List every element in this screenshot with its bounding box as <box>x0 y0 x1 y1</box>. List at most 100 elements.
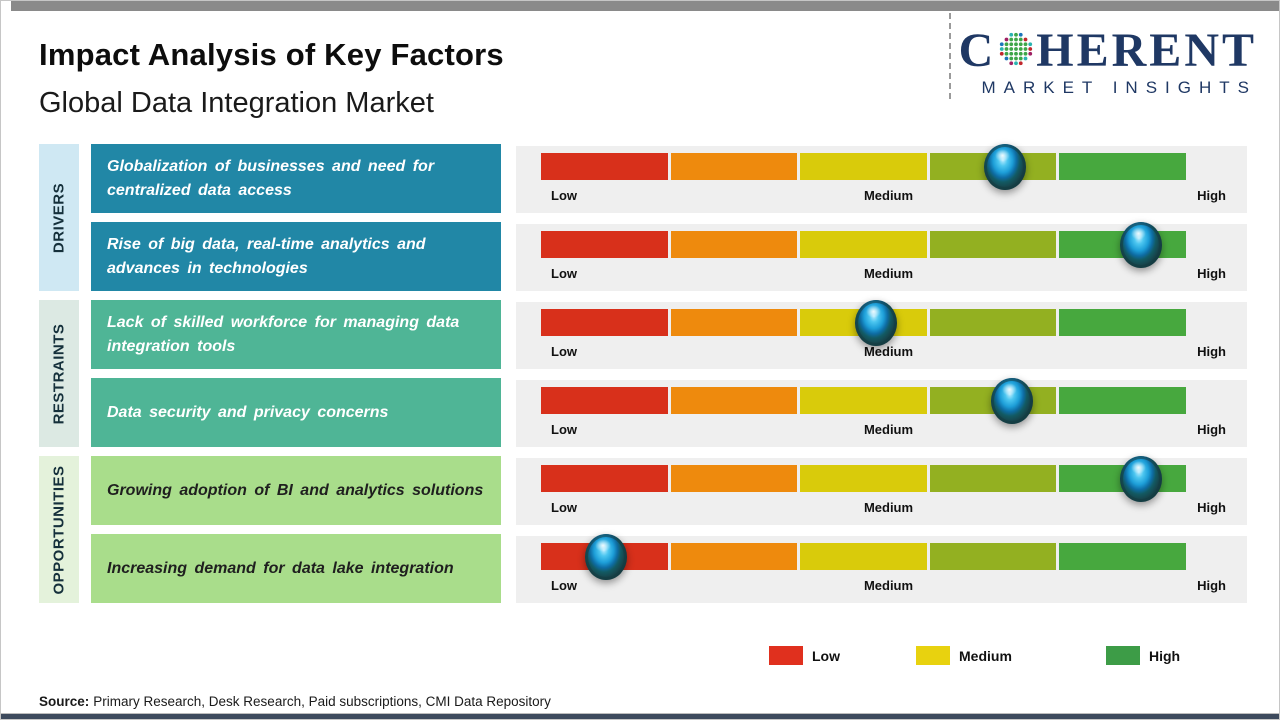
bar-segment-mid-high <box>929 231 1057 258</box>
logo-tagline: MARKET INSIGHTS <box>981 78 1257 97</box>
impact-marker-orb <box>584 533 627 580</box>
impact-bar <box>541 455 1186 502</box>
factor-row: Growing adoption of BI and analytics sol… <box>1 455 1279 525</box>
scale-labels: Low Medium High <box>551 344 1226 362</box>
section-tab-restraints: RESTRAINTS <box>39 300 79 447</box>
source-line: Source: Primary Research, Desk Research, … <box>39 694 551 709</box>
scale-labels: Low Medium High <box>551 578 1226 596</box>
bottom-accent-bar <box>1 713 1279 719</box>
legend-swatch-medium <box>916 646 950 665</box>
impact-scale: Low Medium High <box>516 299 1247 369</box>
scale-label-low: Low <box>551 266 577 281</box>
scale-label-high: High <box>1197 422 1226 437</box>
legend-swatch-high <box>1106 646 1140 665</box>
scale-label-low: Low <box>551 500 577 515</box>
factor-card: Data security and privacy concerns <box>91 378 501 447</box>
legend-swatch-low <box>769 646 803 665</box>
logo-wordmark: HERENT <box>1036 24 1257 77</box>
scale-label-medium: Medium <box>863 422 914 437</box>
factor-row: Lack of skilled workforce for managing d… <box>1 299 1279 369</box>
source-label: Source: <box>39 694 90 709</box>
bar-segment-mid-high <box>929 465 1057 492</box>
factor-row: Data security and privacy concerns Low M… <box>1 377 1279 447</box>
impact-bar <box>541 377 1186 424</box>
bar-segment-high <box>1059 387 1186 414</box>
bar-segment-high <box>1059 309 1186 336</box>
impact-scale: Low Medium High <box>516 455 1247 525</box>
bar-segment-low-mid <box>670 309 798 336</box>
scale-label-medium: Medium <box>863 344 914 359</box>
legend-item-low: Low <box>769 646 840 665</box>
logo-divider-dashed <box>949 13 951 99</box>
scale-labels: Low Medium High <box>551 188 1226 206</box>
factor-text: Globalization of businesses and need for… <box>107 157 435 199</box>
impact-marker-orb <box>1119 221 1162 268</box>
impact-bar <box>541 143 1186 190</box>
factor-row: Rise of big data, real-time analytics an… <box>1 221 1279 291</box>
scale-label-medium: Medium <box>863 578 914 593</box>
scale-labels: Low Medium High <box>551 500 1226 518</box>
section-tab-drivers: DRIVERS <box>39 144 79 291</box>
bar-segment-medium <box>800 231 927 258</box>
impact-bar <box>541 299 1186 346</box>
page-subtitle: Global Data Integration Market <box>39 87 434 119</box>
legend-label-high: High <box>1149 647 1181 664</box>
bar-segment-low <box>541 387 668 414</box>
factor-text: Lack of skilled workforce for managing d… <box>107 313 460 355</box>
bar-segment-low <box>541 153 668 180</box>
scale-label-high: High <box>1197 500 1226 515</box>
bar-segment-high <box>1059 543 1186 570</box>
impact-scale: Low Medium High <box>516 377 1247 447</box>
impact-bar <box>541 221 1186 268</box>
legend-item-high: High <box>1106 646 1180 665</box>
bar-segment-low-mid <box>670 543 798 570</box>
bar-segment-medium <box>800 465 927 492</box>
bar-segment-medium <box>800 153 927 180</box>
top-accent-bar <box>11 1 1279 11</box>
factor-card: Growing adoption of BI and analytics sol… <box>91 456 501 525</box>
factor-card: Increasing demand for data lake integrat… <box>91 534 501 603</box>
bar-segment-low-mid <box>670 465 798 492</box>
bar-segment-high <box>1059 153 1186 180</box>
page-title: Impact Analysis of Key Factors <box>39 37 504 72</box>
scale-labels: Low Medium High <box>551 422 1226 440</box>
section-tab-opportunities: OPPORTUNITIES <box>39 456 79 603</box>
company-logo: C HERENT MARKET INSIGHTS <box>959 27 1257 98</box>
factor-row: Increasing demand for data lake integrat… <box>1 533 1279 603</box>
bar-segment-low-mid <box>670 153 798 180</box>
scale-label-low: Low <box>551 422 577 437</box>
factor-card: Lack of skilled workforce for managing d… <box>91 300 501 369</box>
factor-card: Globalization of businesses and need for… <box>91 144 501 213</box>
impact-marker-orb <box>855 299 898 346</box>
factor-text: Rise of big data, real-time analytics an… <box>107 235 426 277</box>
legend-item-medium: Medium <box>916 646 1012 665</box>
scale-label-medium: Medium <box>863 188 914 203</box>
scale-label-high: High <box>1197 344 1226 359</box>
impact-scale: Low Medium High <box>516 221 1247 291</box>
factor-text: Growing adoption of BI and analytics sol… <box>107 481 484 499</box>
scale-label-low: Low <box>551 578 577 593</box>
bar-segment-medium <box>800 387 927 414</box>
impact-marker-orb <box>984 143 1027 190</box>
bar-segment-low-mid <box>670 231 798 258</box>
scale-label-low: Low <box>551 188 577 203</box>
legend-label-medium: Medium <box>959 647 1012 664</box>
impact-marker-orb <box>1119 455 1162 502</box>
globe-icon <box>1000 32 1033 66</box>
impact-bar <box>541 533 1186 580</box>
bar-segment-low <box>541 465 668 492</box>
bar-segment-mid-high <box>929 309 1057 336</box>
impact-marker-orb <box>990 377 1033 424</box>
scale-labels: Low Medium High <box>551 266 1226 284</box>
logo-letter-c: C <box>958 24 997 77</box>
scale-label-high: High <box>1197 578 1226 593</box>
bar-segment-low <box>541 309 668 336</box>
bar-segment-low-mid <box>670 387 798 414</box>
impact-scale: Low Medium High <box>516 143 1247 213</box>
factor-text: Increasing demand for data lake integrat… <box>107 559 454 577</box>
impact-scale: Low Medium High <box>516 533 1247 603</box>
bar-segment-medium <box>800 543 927 570</box>
bar-segment-mid-high <box>929 543 1057 570</box>
factor-text: Data security and privacy concerns <box>107 403 389 421</box>
